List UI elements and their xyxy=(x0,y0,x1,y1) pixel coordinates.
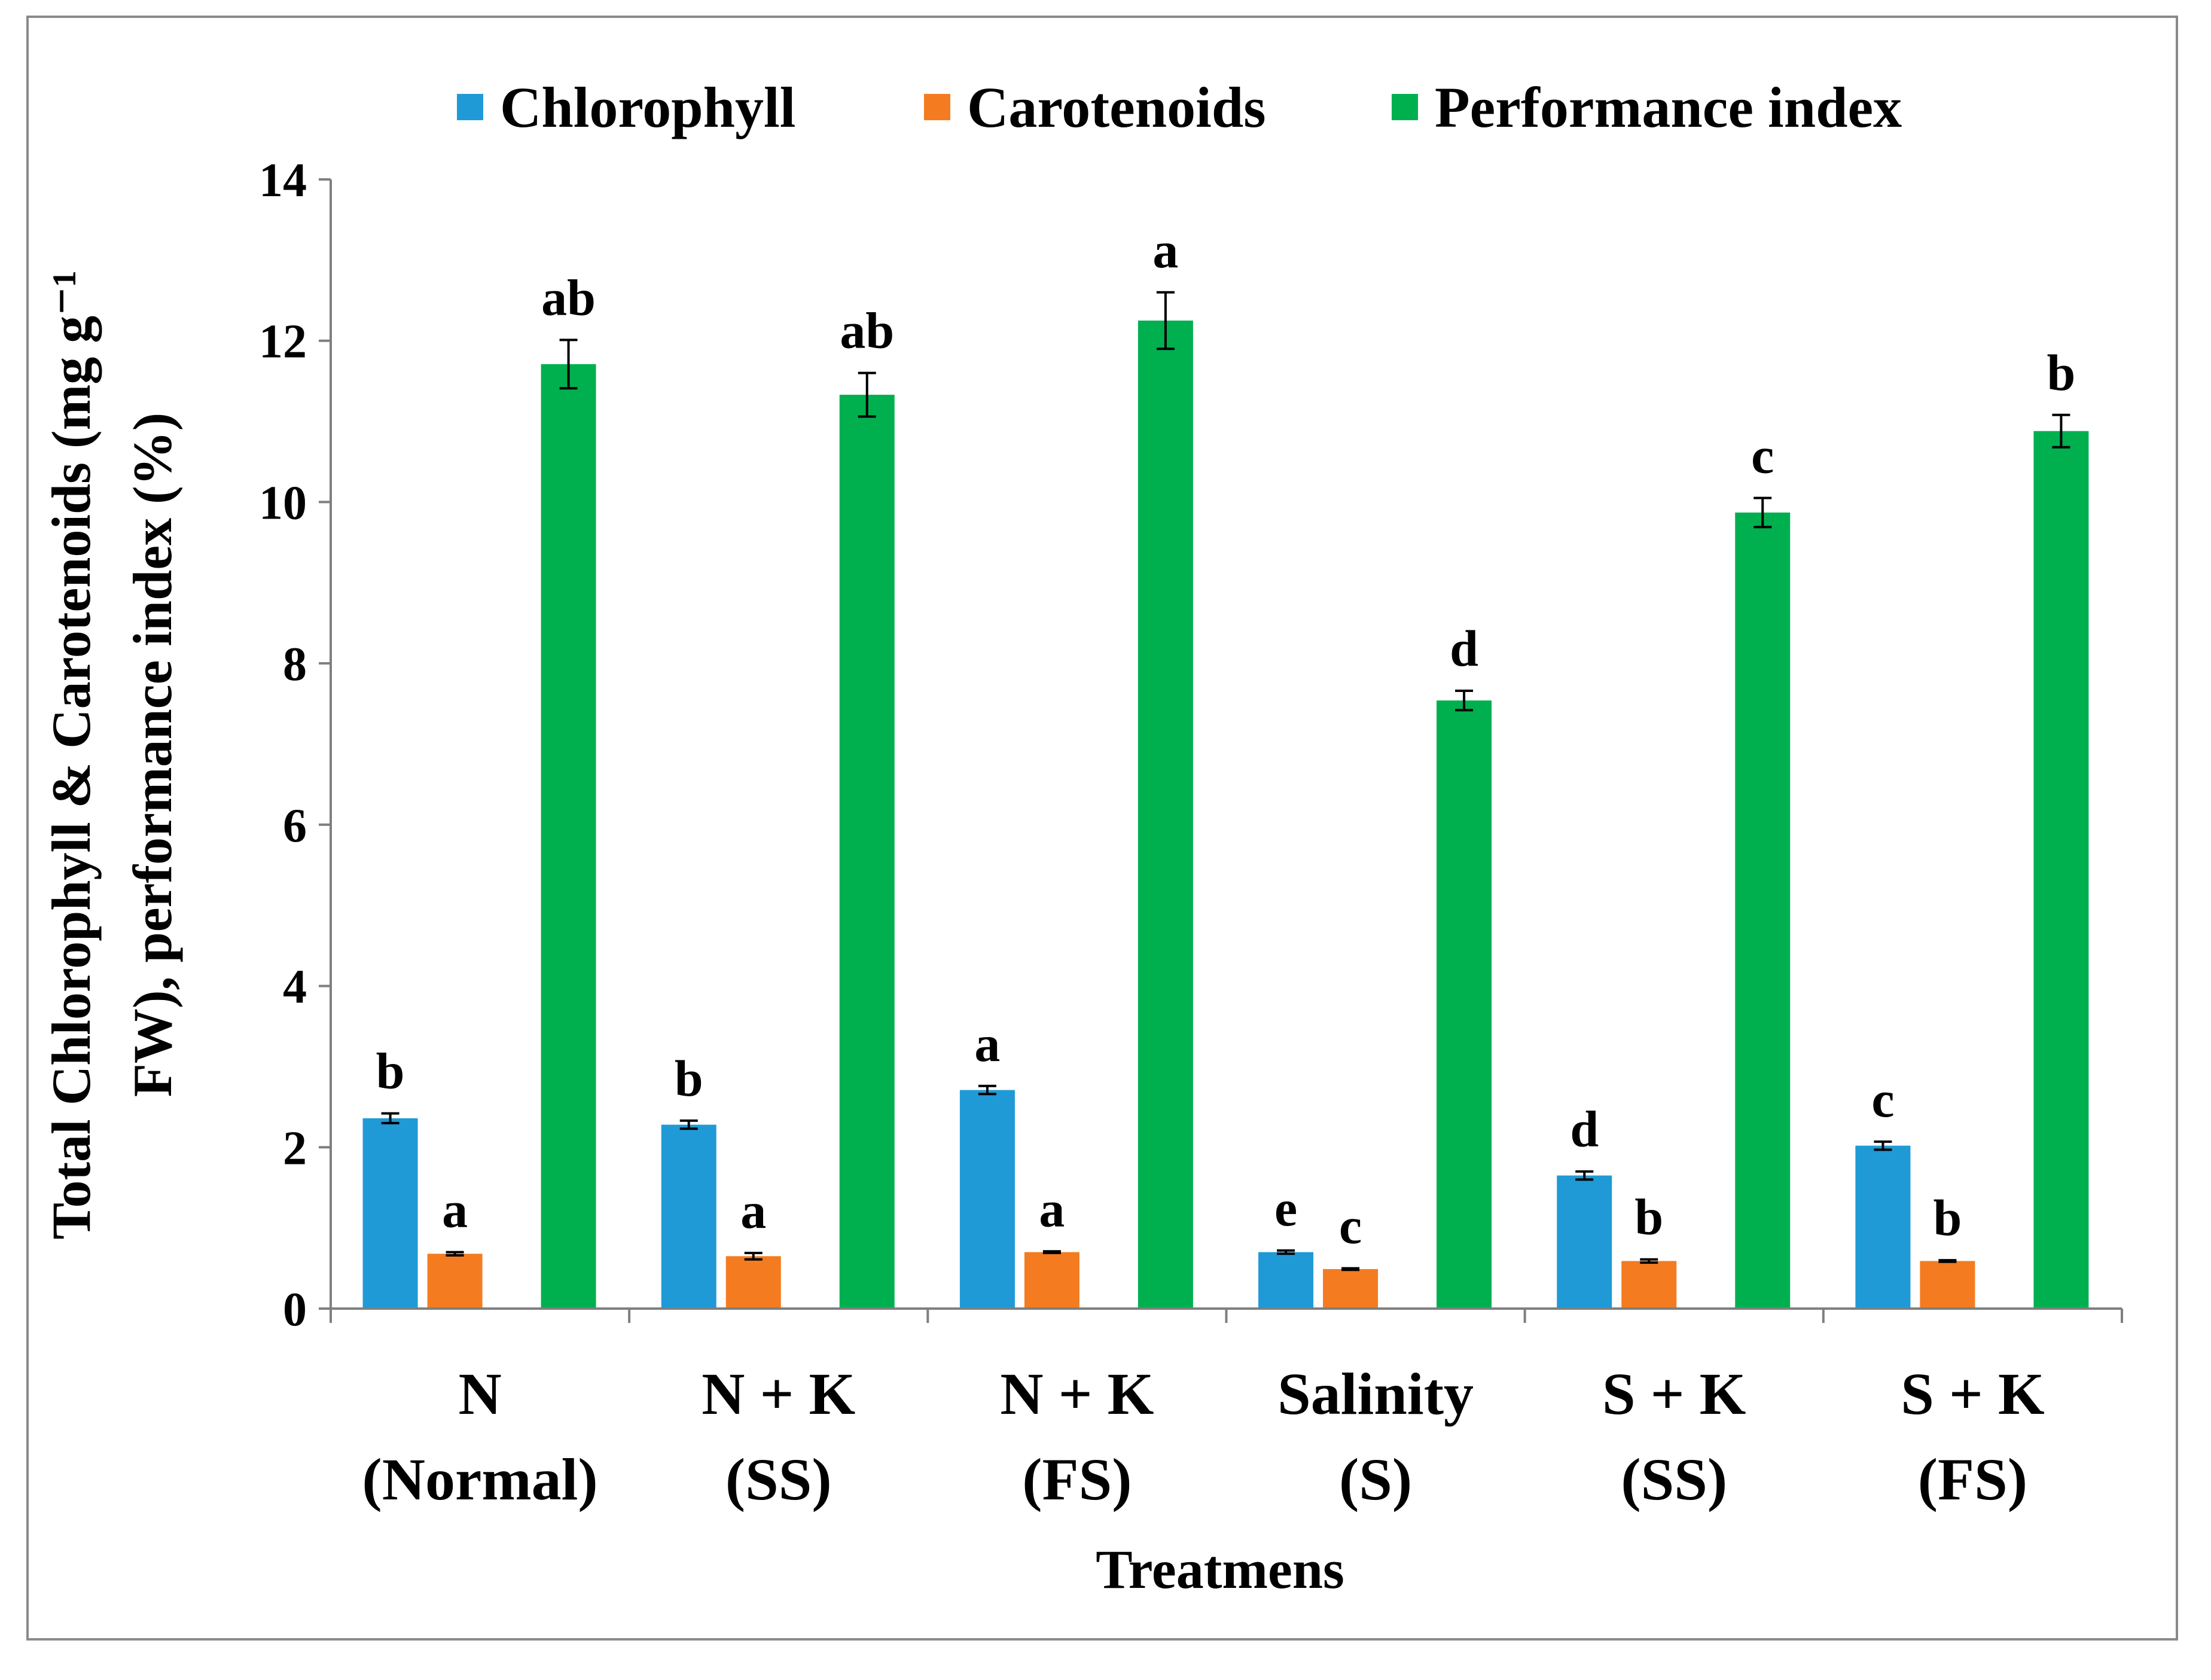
error-bar xyxy=(858,371,876,418)
x-tick-label: (FS) xyxy=(1022,1446,1132,1513)
y-tick-label: 14 xyxy=(259,154,307,207)
bar xyxy=(427,1254,483,1309)
significance-letter: ab xyxy=(541,269,596,326)
error-bar xyxy=(1156,291,1175,350)
significance-letter: ab xyxy=(840,302,894,359)
significance-letter: b xyxy=(675,1050,703,1107)
x-tick-label: (SS) xyxy=(725,1446,832,1513)
bars: b b a e d c a a a c b b ab ab a d c b xyxy=(362,221,2089,1309)
error-bar xyxy=(679,1119,698,1130)
significance-letter: b xyxy=(1634,1188,1663,1246)
significance-letter: d xyxy=(1450,620,1478,677)
x-tick-label: (FS) xyxy=(1918,1446,2027,1513)
y-tick-label: 8 xyxy=(283,638,307,691)
bar xyxy=(959,1090,1015,1309)
x-tick-label: N + K xyxy=(1000,1361,1154,1427)
error-bar xyxy=(1874,1140,1892,1151)
y-axis-title: Total Chlorophyll & Carotenoids (mg g⁻¹ F… xyxy=(41,270,183,1240)
x-tick-label: (S) xyxy=(1339,1446,1412,1513)
x-axis-title: Treatmens xyxy=(1096,1539,1344,1600)
y-tick-label: 12 xyxy=(259,316,307,368)
bar xyxy=(725,1256,781,1309)
significance-letter: c xyxy=(1871,1071,1894,1128)
error-bar xyxy=(559,339,578,390)
x-axis: N (Normal) N + K (SS) N + K (FS) Salinity (S) S … xyxy=(330,1307,2123,1513)
error-bar xyxy=(1938,1259,1957,1263)
x-tick-label: N + K xyxy=(702,1361,855,1427)
significance-letter: a xyxy=(1152,221,1178,279)
bar xyxy=(1323,1269,1379,1309)
legend-label: Performance index xyxy=(1435,75,1902,139)
error-bar xyxy=(978,1084,996,1096)
x-tick-label: Salinity xyxy=(1277,1361,1474,1427)
error-bar xyxy=(1042,1250,1061,1254)
bar xyxy=(839,395,895,1309)
y-tick-label: 10 xyxy=(259,477,307,529)
significance-letter: c xyxy=(1339,1197,1362,1255)
y-tick-label: 2 xyxy=(283,1122,307,1175)
legend-label: Carotenoids xyxy=(967,75,1266,139)
legend-label: Chlorophyll xyxy=(500,75,795,139)
significance-letter: b xyxy=(2047,344,2075,401)
significance-letter: a xyxy=(442,1181,468,1239)
x-tick-label: S + K xyxy=(1901,1361,2044,1427)
bar xyxy=(1258,1252,1314,1309)
legend: Chlorophyll Carotenoids Performance index xyxy=(457,75,1902,139)
bar xyxy=(1621,1261,1677,1309)
x-tick-label: (Normal) xyxy=(362,1446,597,1513)
y-axis-title-line: FW), performance index (%) xyxy=(122,413,183,1097)
error-bar xyxy=(1277,1249,1295,1255)
bar xyxy=(1855,1145,1911,1309)
legend-item: Carotenoids xyxy=(924,75,1266,139)
bar xyxy=(661,1124,716,1309)
error-bar xyxy=(1341,1267,1360,1272)
bar xyxy=(1024,1252,1079,1309)
x-tick-label: (SS) xyxy=(1621,1446,1727,1513)
x-tick-label: S + K xyxy=(1602,1361,1746,1427)
error-bar xyxy=(1455,689,1474,712)
significance-letter: a xyxy=(1039,1180,1065,1237)
significance-letter: e xyxy=(1274,1179,1297,1237)
legend-swatch xyxy=(457,94,483,120)
significance-letter: b xyxy=(1933,1189,1962,1246)
error-bar xyxy=(744,1251,763,1261)
error-bar xyxy=(1640,1258,1658,1264)
legend-item: Chlorophyll xyxy=(457,75,795,139)
error-bar xyxy=(1575,1170,1594,1181)
significance-letter: b xyxy=(376,1042,405,1100)
y-axis: 0 2 4 6 8 10 12 14 xyxy=(259,154,332,1336)
y-tick-label: 0 xyxy=(283,1283,307,1336)
bar xyxy=(2033,431,2089,1309)
error-bar xyxy=(1753,496,1772,529)
error-bar xyxy=(446,1251,464,1257)
significance-letter: a xyxy=(974,1015,1000,1072)
y-tick-label: 6 xyxy=(283,800,307,852)
legend-swatch xyxy=(924,94,950,120)
significance-letter: d xyxy=(1570,1100,1599,1158)
y-tick-label: 4 xyxy=(283,961,307,1014)
bar xyxy=(1137,321,1193,1309)
x-tick-label: N xyxy=(458,1361,501,1427)
bar xyxy=(1557,1175,1612,1309)
bar xyxy=(362,1118,418,1309)
chart-frame xyxy=(26,16,2178,1641)
bar xyxy=(1920,1261,1975,1309)
error-bar xyxy=(2052,413,2070,449)
significance-letter: c xyxy=(1751,427,1774,484)
significance-letter: a xyxy=(740,1182,766,1239)
bar xyxy=(1437,700,1492,1309)
y-axis-title-line: Total Chlorophyll & Carotenoids (mg g⁻¹ xyxy=(41,270,102,1240)
bar xyxy=(541,364,596,1309)
error-bar xyxy=(381,1112,399,1124)
legend-swatch xyxy=(1392,94,1418,120)
bar xyxy=(1735,512,1791,1309)
legend-item: Performance index xyxy=(1392,75,1902,139)
